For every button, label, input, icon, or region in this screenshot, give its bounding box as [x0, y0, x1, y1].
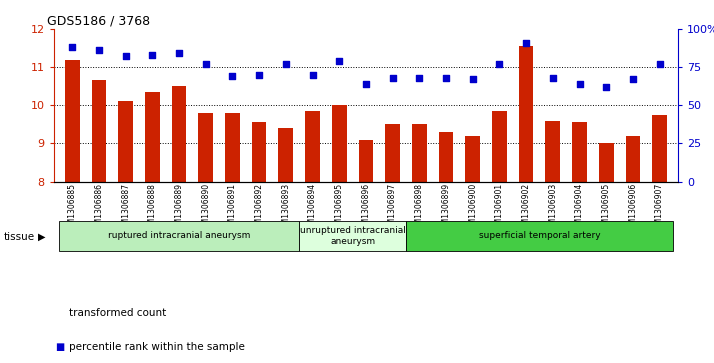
Point — [467, 77, 478, 82]
Point — [307, 72, 318, 78]
Bar — [119, 101, 133, 182]
Text: ■: ■ — [55, 342, 64, 352]
Bar — [278, 128, 293, 182]
Bar — [59, 221, 299, 250]
Point — [600, 84, 612, 90]
Bar — [299, 221, 406, 250]
Bar — [653, 115, 667, 182]
Point — [200, 61, 211, 67]
Bar — [171, 86, 186, 182]
Text: transformed count: transformed count — [69, 308, 166, 318]
Point — [627, 77, 638, 82]
Bar — [386, 124, 400, 182]
Bar — [225, 113, 240, 182]
Point — [441, 75, 452, 81]
Bar — [519, 46, 533, 182]
Point — [253, 72, 265, 78]
Bar — [492, 111, 507, 182]
Bar — [466, 136, 480, 182]
Point — [120, 54, 131, 60]
Bar — [91, 81, 106, 182]
Point — [361, 81, 372, 87]
Bar — [145, 92, 160, 182]
Bar — [406, 221, 673, 250]
Bar — [599, 143, 613, 182]
Text: superficial temporal artery: superficial temporal artery — [478, 232, 600, 240]
Point — [66, 44, 78, 50]
Bar — [65, 60, 79, 182]
Text: tissue: tissue — [4, 232, 35, 242]
Bar — [572, 122, 587, 182]
Bar — [198, 113, 213, 182]
Point — [547, 75, 558, 81]
Text: ▶: ▶ — [38, 232, 45, 242]
Text: unruptured intracranial
aneurysm: unruptured intracranial aneurysm — [300, 226, 406, 246]
Point — [654, 61, 665, 67]
Text: GDS5186 / 3768: GDS5186 / 3768 — [47, 15, 151, 28]
Bar — [305, 111, 320, 182]
Point — [146, 52, 158, 58]
Bar — [332, 105, 346, 182]
Point — [227, 73, 238, 79]
Point — [280, 61, 291, 67]
Point — [493, 61, 505, 67]
Point — [521, 40, 532, 46]
Bar — [625, 136, 640, 182]
Bar — [358, 140, 373, 182]
Point — [174, 50, 185, 56]
Bar — [252, 122, 266, 182]
Point — [333, 58, 345, 64]
Text: ruptured intracranial aneurysm: ruptured intracranial aneurysm — [108, 232, 250, 240]
Point — [387, 75, 398, 81]
Bar — [412, 124, 427, 182]
Point — [94, 48, 105, 53]
Point — [413, 75, 425, 81]
Bar — [545, 121, 560, 182]
Text: percentile rank within the sample: percentile rank within the sample — [69, 342, 245, 352]
Point — [574, 81, 585, 87]
Bar — [438, 132, 453, 182]
